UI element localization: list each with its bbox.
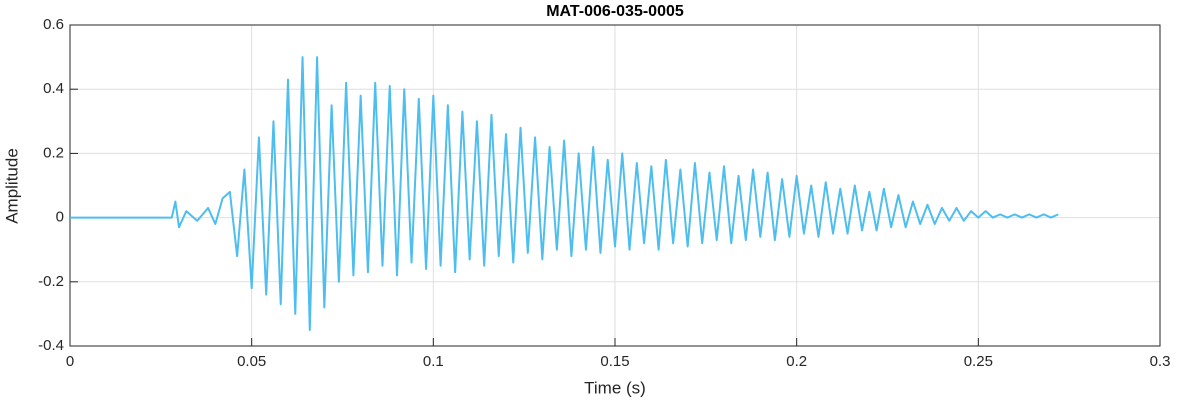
y-axis-label: Amplitude [2, 148, 21, 224]
y-tick-label: 0.2 [43, 144, 64, 161]
y-tick-label: 0.6 [43, 16, 64, 33]
y-tick-label: 0 [56, 209, 64, 226]
y-tick-label: -0.2 [38, 273, 64, 290]
x-tick-label: 0.05 [237, 353, 266, 370]
x-tick-label: 0 [66, 353, 74, 370]
x-tick-label: 0.25 [964, 353, 993, 370]
x-tick-label: 0.1 [423, 353, 444, 370]
y-tick-label: 0.4 [43, 80, 64, 97]
chart-title: MAT-006-035-0005 [546, 3, 684, 20]
y-tick-label: -0.4 [38, 337, 64, 354]
x-tick-label: 0.2 [786, 353, 807, 370]
x-tick-label: 0.3 [1150, 353, 1171, 370]
plot-frame [69, 24, 1161, 347]
waveform-line [70, 56, 1059, 331]
x-axis-label: Time (s) [584, 378, 646, 397]
x-tick-label: 0.15 [600, 353, 629, 370]
